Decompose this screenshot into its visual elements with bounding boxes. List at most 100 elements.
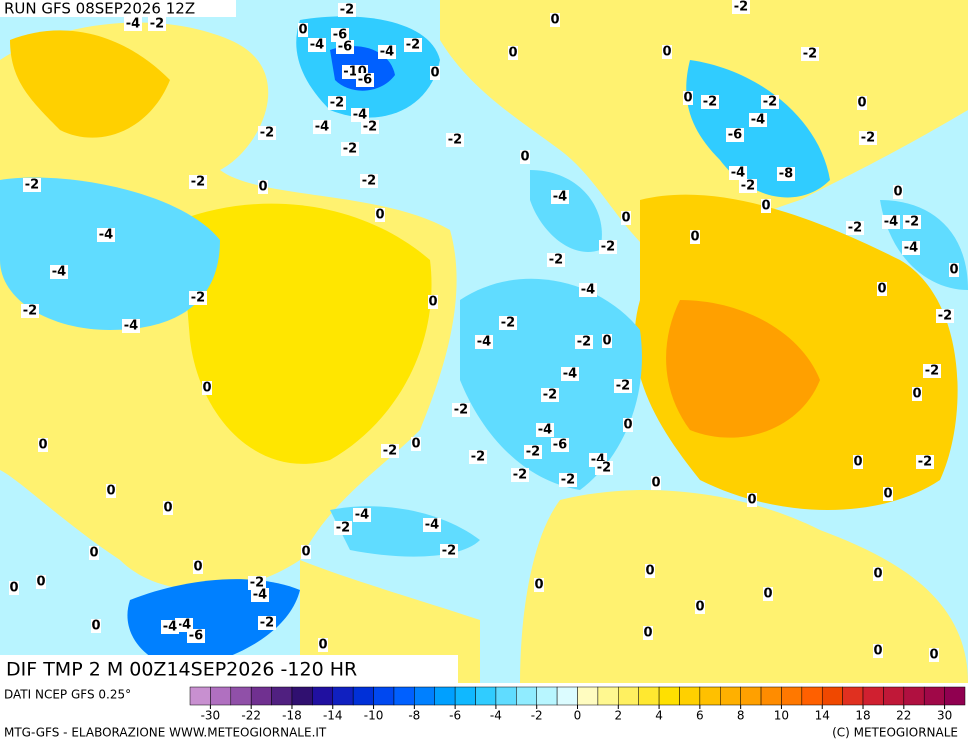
contour-label-bg	[23, 178, 41, 192]
colorbar-swatch	[720, 686, 741, 706]
colorbar-tick-label: 14	[815, 709, 830, 723]
colorbar-swatch	[536, 686, 558, 706]
colorbar-swatch	[944, 686, 966, 706]
contour-label: -2	[905, 215, 919, 230]
contour-label: 0	[602, 334, 611, 349]
contour-label-bg	[251, 588, 269, 602]
contour-label: -2	[260, 126, 274, 141]
contour-label-bg	[912, 387, 922, 401]
colorbar-swatch	[516, 686, 537, 706]
contour-label-bg	[882, 215, 900, 229]
contour-label-bg	[683, 91, 693, 105]
colorbar-swatch	[842, 686, 864, 706]
contour-label: -4	[380, 45, 394, 60]
contour-label-bg	[621, 211, 631, 225]
colorbar-swatch	[618, 686, 639, 706]
contour-label: -2	[406, 38, 420, 53]
colorbar-tick-label: -30	[201, 709, 221, 723]
colorbar-swatch	[210, 686, 232, 706]
contour-label-bg	[883, 487, 893, 501]
contour-label: -4	[310, 38, 324, 53]
contour-label: 0	[763, 587, 772, 602]
contour-label: 0	[375, 208, 384, 223]
contour-label: 0	[690, 230, 699, 245]
contour-label: -4	[52, 265, 66, 280]
contour-label: -4	[163, 620, 177, 635]
contour-label-bg	[749, 113, 767, 127]
contour-label-bg	[541, 388, 559, 402]
contour-label: -4	[253, 588, 267, 603]
contour-label: -4	[904, 241, 918, 256]
contour-label-bg	[446, 133, 464, 147]
contour-label-bg	[187, 629, 205, 643]
contour-label: -2	[260, 616, 274, 631]
contour-label: -4	[563, 367, 577, 382]
contour-label-bg	[520, 150, 530, 164]
contour-label-bg	[202, 381, 212, 395]
contour-label: 0	[873, 644, 882, 659]
contour-label-bg	[690, 230, 700, 244]
contour-label: 0	[411, 437, 420, 452]
contour-label: 0	[873, 567, 882, 582]
contour-label: -2	[340, 3, 354, 18]
contour-label-bg	[893, 185, 903, 199]
contour-label: -8	[779, 167, 793, 182]
contour-label: -2	[734, 0, 748, 15]
colorbar-swatch	[434, 686, 456, 706]
contour-label: -2	[616, 379, 630, 394]
colorbar-swatch	[699, 686, 721, 706]
contour-label: -4	[355, 508, 369, 523]
contour-label-bg	[469, 450, 487, 464]
contour-label-bg	[643, 626, 653, 640]
contour-label: 0	[883, 487, 892, 502]
contour-label-bg	[873, 567, 883, 581]
contour-label-bg	[381, 444, 399, 458]
colorbar-swatch	[577, 686, 599, 706]
colorbar-swatch	[556, 686, 578, 706]
contour-label: -2	[191, 291, 205, 306]
contour-label: -4	[425, 518, 439, 533]
colorbar-swatch	[291, 686, 313, 706]
contour-label: -2	[330, 96, 344, 111]
contour-label: 0	[662, 45, 671, 60]
contour-label-bg	[356, 73, 374, 87]
contour-label-bg	[334, 521, 352, 535]
contour-label-bg	[189, 175, 207, 189]
contour-label-bg	[561, 367, 579, 381]
contour-label-bg	[857, 96, 867, 110]
colorbar-swatch	[760, 686, 782, 706]
contour-label-bg	[761, 199, 771, 213]
contour-label: 0	[163, 501, 172, 516]
contour-label-bg	[761, 95, 779, 109]
contour-label: -2	[442, 544, 456, 559]
contour-label: -2	[703, 95, 717, 110]
contour-label: -6	[189, 629, 203, 644]
contour-label-bg	[189, 291, 207, 305]
colorbar-tick-label: 0	[574, 709, 582, 723]
contour-label: 0	[301, 545, 310, 560]
contour-label: -4	[353, 108, 367, 123]
contour-label-bg	[411, 437, 421, 451]
contour-label: 0	[258, 180, 267, 195]
contour-label: 0	[520, 150, 529, 165]
contour-label-bg	[547, 253, 565, 267]
contour-label: -2	[918, 455, 932, 470]
contour-label-bg	[763, 587, 773, 601]
contour-label-bg	[602, 334, 612, 348]
contour-label: 0	[298, 23, 307, 38]
contour-label: 0	[651, 476, 660, 491]
contour-label: 0	[508, 46, 517, 61]
colorbar-tick-label: -10	[364, 709, 384, 723]
contour-label: -2	[454, 403, 468, 418]
contour-label: 0	[683, 91, 692, 106]
contour-label-bg	[148, 17, 166, 31]
contour-label: -2	[448, 133, 462, 148]
warm-area	[666, 300, 820, 438]
contour-label: 0	[623, 418, 632, 433]
contour-label-bg	[452, 403, 470, 417]
contour-label-bg	[859, 131, 877, 145]
contour-label-bg	[645, 564, 655, 578]
contour-label-bg	[328, 96, 346, 110]
contour-label-bg	[338, 3, 356, 17]
